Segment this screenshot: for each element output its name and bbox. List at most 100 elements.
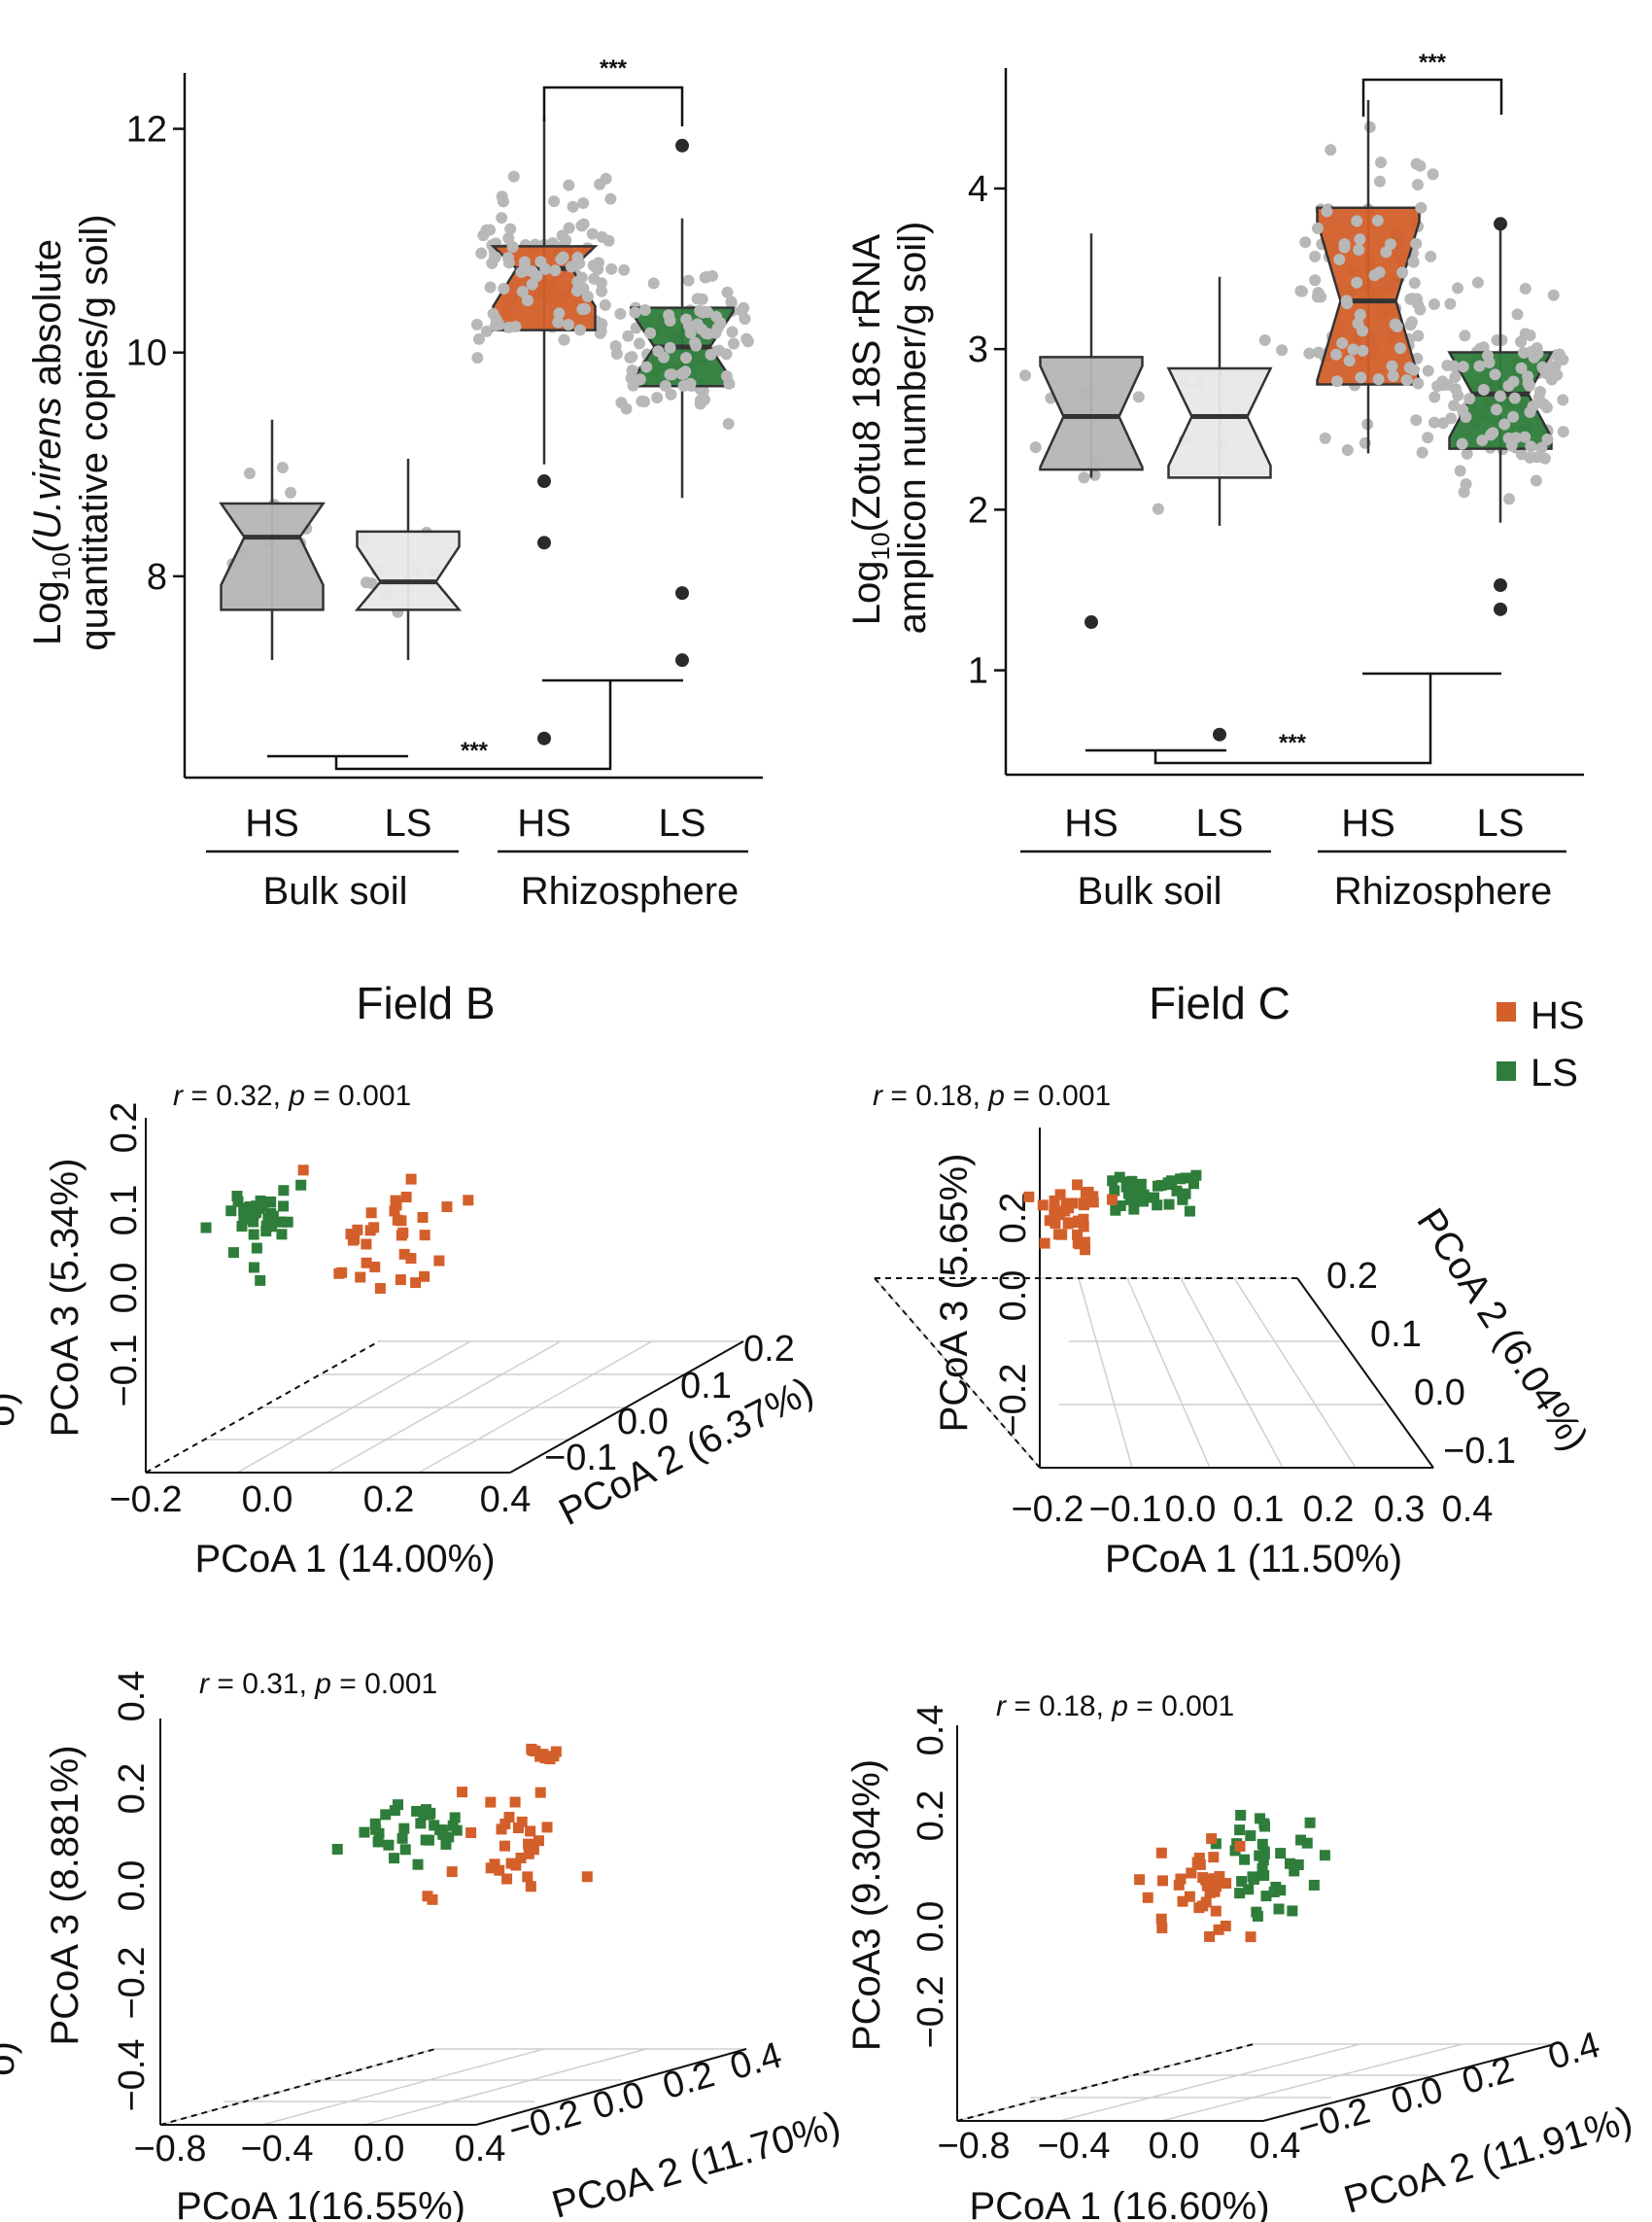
jitter-point	[487, 307, 499, 320]
y-tick-label: 0.4	[726, 2034, 786, 2088]
hs-point	[501, 1873, 513, 1885]
jitter-point	[1557, 426, 1569, 438]
jitter-point	[682, 274, 695, 287]
jitter-point	[558, 333, 570, 346]
z-tick-label: 0.0	[104, 1263, 145, 1314]
category-label: HS	[517, 802, 571, 845]
hs-point	[503, 1811, 515, 1823]
ls-point	[265, 1221, 277, 1233]
pcoa-field-c-top: r = 0.18, p = 0.001 −0.2 −0.1 0.0 0.1 0.…	[873, 1080, 1596, 1580]
y-ticks: −0.1 0.0 0.1 0.2	[544, 1329, 795, 1478]
stat-annotation: r = 0.18, p = 0.001	[996, 1690, 1234, 1722]
jitter-point	[563, 179, 575, 191]
jitter-point	[1519, 283, 1532, 295]
ls-point	[331, 1843, 343, 1855]
x-tick-label: −0.8	[133, 2129, 206, 2170]
jitter-point	[1476, 434, 1489, 447]
hs-point	[355, 1271, 366, 1283]
outlier-point	[1084, 615, 1098, 630]
ls-point	[1251, 1906, 1262, 1918]
ls-point	[251, 1242, 262, 1254]
x-tick-label: −0.2	[1011, 1489, 1084, 1530]
y-tick-label: 0.0	[1387, 2069, 1447, 2123]
hs-point	[1184, 1891, 1195, 1902]
ls-point	[1162, 1177, 1174, 1189]
jitter-point	[475, 247, 488, 260]
sig-bracket-bulk-rhizo	[267, 678, 683, 771]
jitter-point	[1354, 308, 1366, 321]
sig-label-bulk-rhizo: ***	[461, 738, 489, 764]
hs-point	[1049, 1195, 1060, 1206]
outlier-point	[537, 731, 551, 746]
ls-point	[1308, 1879, 1320, 1891]
clipped-label: o)	[0, 1392, 22, 1427]
jitter-point	[473, 332, 486, 345]
jitter-point	[1509, 432, 1522, 444]
ls-point	[236, 1221, 248, 1233]
jitter-point	[506, 240, 519, 253]
z-tick-label: −0.2	[911, 1975, 951, 2048]
outlier-point	[1494, 578, 1507, 593]
jitter-point	[1508, 392, 1521, 404]
jitter-point	[1294, 285, 1307, 297]
hs-point	[1072, 1229, 1084, 1240]
jitter-point	[1503, 493, 1516, 505]
jitter-point	[1422, 365, 1434, 377]
hs-point	[419, 1270, 430, 1282]
jitter-point	[1412, 377, 1425, 390]
ls-point	[449, 1812, 461, 1823]
legend-label-hs: HS	[1531, 994, 1585, 1037]
jitter-point	[1351, 276, 1363, 289]
stat-annotation: r = 0.31, p = 0.001	[199, 1668, 437, 1700]
z-axis-title: PCoA 3 (5.34%)	[44, 1159, 86, 1438]
panel-title-field-c: Field C	[1149, 978, 1291, 1028]
jitter-point	[1329, 348, 1342, 361]
y-tick-label: 8	[147, 557, 167, 598]
hs-point	[523, 1838, 534, 1850]
jitter-point	[1519, 328, 1532, 340]
jitter-point	[1371, 214, 1384, 226]
z-ticks: −0.1 0.0 0.1 0.2	[104, 1102, 145, 1407]
ls-point	[260, 1226, 272, 1237]
clipped-label: o)	[0, 2041, 22, 2076]
jitter-point	[596, 285, 608, 297]
jitter-point	[1412, 330, 1425, 342]
jitter-point	[1414, 303, 1427, 316]
jitter-point	[1276, 344, 1289, 357]
jitter-point	[567, 200, 579, 213]
hs-point	[422, 1891, 433, 1902]
hs-point	[1208, 1873, 1220, 1885]
hs-point	[361, 1257, 372, 1268]
ls-point	[1289, 1865, 1300, 1877]
ls-point	[437, 1828, 449, 1840]
y-axis-line	[1296, 1277, 1434, 1469]
legend-label-ls: LS	[1531, 1052, 1578, 1094]
jitter-point	[365, 577, 378, 590]
ls-point	[1107, 1175, 1119, 1187]
outlier-points	[537, 138, 689, 746]
category-label: HS	[245, 802, 299, 845]
hs-point	[1087, 1197, 1099, 1208]
ls-point	[1163, 1198, 1175, 1210]
group-label-bulk-soil: Bulk soil	[1078, 870, 1222, 913]
hs-point	[465, 1827, 477, 1839]
jitter-point	[562, 319, 574, 331]
ls-point	[1258, 1870, 1270, 1882]
outlier-point	[675, 653, 689, 668]
jitter-point	[531, 270, 543, 283]
hs-point	[1074, 1217, 1085, 1229]
x-axis-title: PCoA 1 (11.50%)	[1105, 1538, 1402, 1580]
ls-point	[447, 1820, 459, 1831]
hs-point	[1206, 1833, 1218, 1845]
hs-point	[1175, 1873, 1187, 1885]
ls-point	[1258, 1846, 1270, 1857]
y-axis-title: PCoA 2 (11.91%)	[1339, 2099, 1636, 2222]
ls-point	[278, 1200, 290, 1212]
ls-point	[1245, 1830, 1256, 1842]
jitter-point	[1373, 175, 1386, 188]
jitter-point	[1018, 369, 1031, 382]
jitter-point	[477, 229, 490, 242]
jitter-point	[276, 462, 289, 474]
outlier-point	[1494, 602, 1507, 616]
hs-point	[581, 1871, 593, 1883]
